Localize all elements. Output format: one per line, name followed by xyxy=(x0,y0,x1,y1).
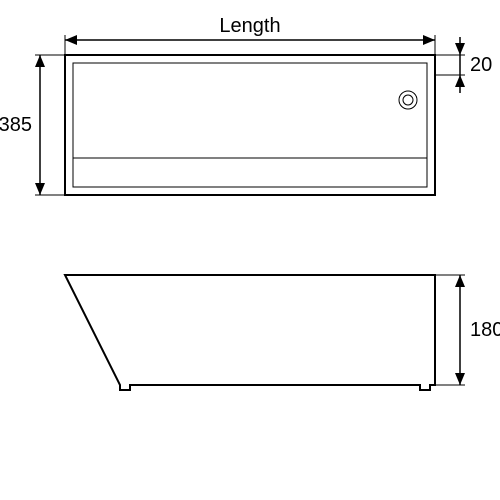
side-view xyxy=(65,275,435,390)
drain-inner-icon xyxy=(403,95,413,105)
dim-20: 20 xyxy=(435,37,492,93)
dim-length: Length xyxy=(65,15,435,55)
dim-180: 180 xyxy=(435,275,500,385)
dim-385-label: 385 xyxy=(0,114,32,136)
dim-385: 385 xyxy=(0,55,65,195)
dim-20-label: 20 xyxy=(470,54,492,76)
dim-180-label: 180 xyxy=(470,319,500,341)
technical-drawing: Length 385 20 180 xyxy=(0,0,500,500)
dimensions: Length 385 20 180 xyxy=(0,15,500,385)
dim-length-label: Length xyxy=(219,15,280,37)
side-view-outline xyxy=(65,275,435,390)
top-view xyxy=(65,55,435,195)
top-view-inner-rect xyxy=(73,63,427,187)
top-view-outer-rect xyxy=(65,55,435,195)
drain-icon xyxy=(399,91,417,109)
